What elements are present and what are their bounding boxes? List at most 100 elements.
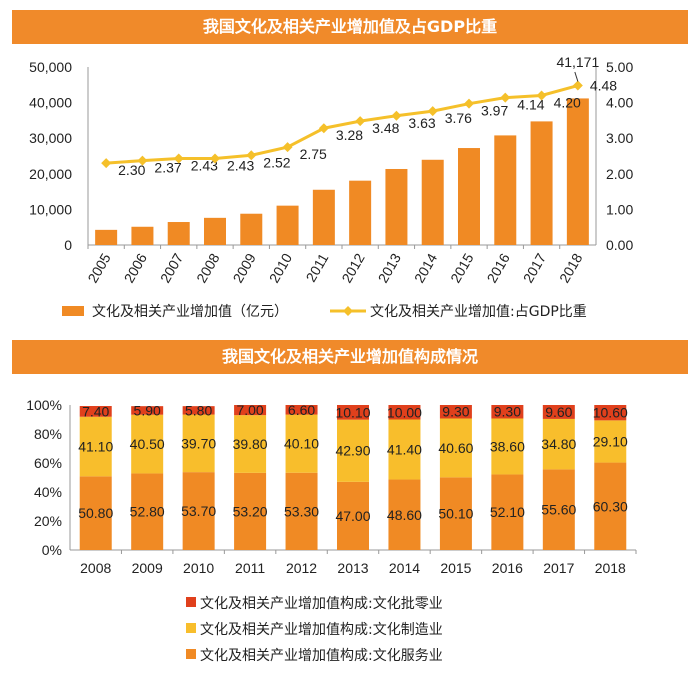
x-tick-label: 2017	[520, 250, 550, 285]
legend-swatch	[186, 597, 196, 607]
line-data-label: 4.48	[590, 78, 617, 94]
segment-data-label: 53.70	[181, 503, 216, 519]
line-marker	[427, 106, 438, 117]
bar	[421, 159, 444, 245]
legend-line-label: 文化及相关产业增加值:占GDP比重	[370, 304, 587, 320]
line-data-label: 2.43	[227, 157, 254, 173]
segment-data-label: 52.10	[490, 504, 525, 520]
right-tick-label: 4.00	[606, 95, 633, 111]
line-data-label: 2.52	[263, 154, 290, 170]
right-tick-label: 0.00	[606, 237, 633, 253]
segment-data-label: 5.80	[185, 402, 212, 418]
segment-data-label: 7.00	[236, 402, 263, 418]
data-label-leader	[574, 71, 579, 82]
line-marker	[500, 92, 511, 103]
stacked-bar-segment	[285, 405, 318, 415]
legend-swatch	[186, 649, 196, 659]
x-tick-label: 2010	[266, 250, 296, 285]
right-tick-label: 5.00	[606, 59, 633, 75]
right-tick-label: 1.00	[606, 201, 633, 217]
line-marker	[173, 153, 184, 164]
legend-label: 文化及相关产业增加值构成:文化服务业	[200, 648, 443, 664]
stacked-bar-segment	[388, 479, 421, 550]
y-tick-label: 0%	[42, 542, 62, 558]
bar	[458, 148, 480, 245]
line-data-label: 2.30	[118, 162, 145, 178]
line-marker	[318, 123, 329, 134]
x-tick-label: 2006	[121, 250, 151, 285]
stacked-bar-segment	[79, 476, 112, 550]
stacked-bar-segment	[491, 418, 524, 475]
stacked-bar-segment	[285, 472, 318, 550]
line-data-label: 3.48	[372, 120, 399, 136]
stacked-bar-segment	[337, 419, 369, 482]
x-tick-label: 2013	[337, 560, 368, 576]
left-tick-label: 40,000	[29, 95, 72, 111]
line-data-label: 3.28	[336, 127, 363, 143]
bar	[131, 226, 154, 245]
x-tick-label: 2011	[303, 250, 332, 284]
stacked-bar-segment	[594, 420, 627, 463]
chart1-title: 我国文化及相关产业增加值及占GDP比重	[12, 10, 688, 44]
x-tick-label: 2008	[193, 250, 223, 285]
stacked-bar-segment	[79, 416, 112, 477]
bar	[167, 222, 190, 245]
left-tick-label: 30,000	[29, 130, 72, 146]
segment-data-label: 42.90	[335, 443, 370, 459]
line-marker	[101, 158, 112, 169]
segment-data-label: 29.10	[593, 433, 628, 449]
legend-bar-label: 文化及相关产业增加值（亿元）	[92, 304, 288, 320]
bar	[312, 189, 335, 245]
stacked-bar-segment	[439, 405, 472, 419]
line-data-label: 4.20	[554, 94, 581, 110]
line-data-label: 4.14	[517, 97, 544, 113]
x-tick-label: 2016	[483, 250, 513, 285]
legend-swatch	[186, 623, 196, 633]
bar	[530, 121, 553, 245]
segment-data-label: 60.30	[593, 498, 628, 514]
stacked-bar-segment	[337, 405, 369, 420]
legend-label: 文化及相关产业增加值构成:文化批零业	[200, 596, 443, 612]
y-tick-label: 60%	[34, 455, 62, 471]
line-marker	[355, 116, 366, 127]
bar-data-label: 41,171	[556, 54, 599, 70]
segment-data-label: 52.80	[130, 504, 165, 520]
bar	[95, 229, 118, 245]
stacked-bar-segment	[131, 406, 164, 415]
line-data-label: 2.75	[300, 146, 327, 162]
segment-data-label: 50.80	[78, 505, 113, 521]
segment-data-label: 10.00	[387, 404, 422, 420]
segment-data-label: 39.80	[233, 436, 268, 452]
segment-data-label: 9.30	[442, 404, 469, 420]
line-marker	[246, 150, 257, 161]
bar	[349, 180, 372, 245]
x-tick-label: 2012	[338, 250, 368, 285]
x-tick-label: 2018	[595, 560, 626, 576]
stacked-bar-segment	[542, 405, 575, 419]
y-tick-label: 40%	[34, 484, 62, 500]
x-tick-label: 2010	[183, 560, 214, 576]
x-tick-label: 2005	[84, 250, 114, 285]
segment-data-label: 40.50	[130, 436, 165, 452]
segment-data-label: 5.90	[134, 402, 161, 418]
stacked-bar-segment	[594, 462, 627, 550]
segment-data-label: 40.60	[438, 440, 473, 456]
line-data-label: 2.37	[154, 160, 181, 176]
segment-data-label: 55.60	[541, 502, 576, 518]
x-tick-label: 2014	[411, 250, 441, 285]
segment-data-label: 50.10	[438, 506, 473, 522]
line-series	[106, 84, 579, 165]
stacked-bar-segment	[439, 477, 472, 550]
segment-data-label: 9.30	[494, 404, 521, 420]
x-tick-label: 2018	[556, 250, 586, 285]
segment-data-label: 40.10	[284, 436, 319, 452]
legend-line-marker	[343, 306, 353, 316]
stacked-bar-segment	[182, 406, 215, 415]
left-tick-label: 50,000	[29, 59, 72, 75]
stacked-bar-segment	[388, 405, 421, 420]
segment-data-label: 10.10	[335, 404, 370, 420]
line-marker	[282, 142, 293, 153]
x-tick-label: 2009	[229, 250, 259, 285]
stacked-bar-segment	[182, 414, 215, 473]
segment-data-label: 39.70	[181, 435, 216, 451]
